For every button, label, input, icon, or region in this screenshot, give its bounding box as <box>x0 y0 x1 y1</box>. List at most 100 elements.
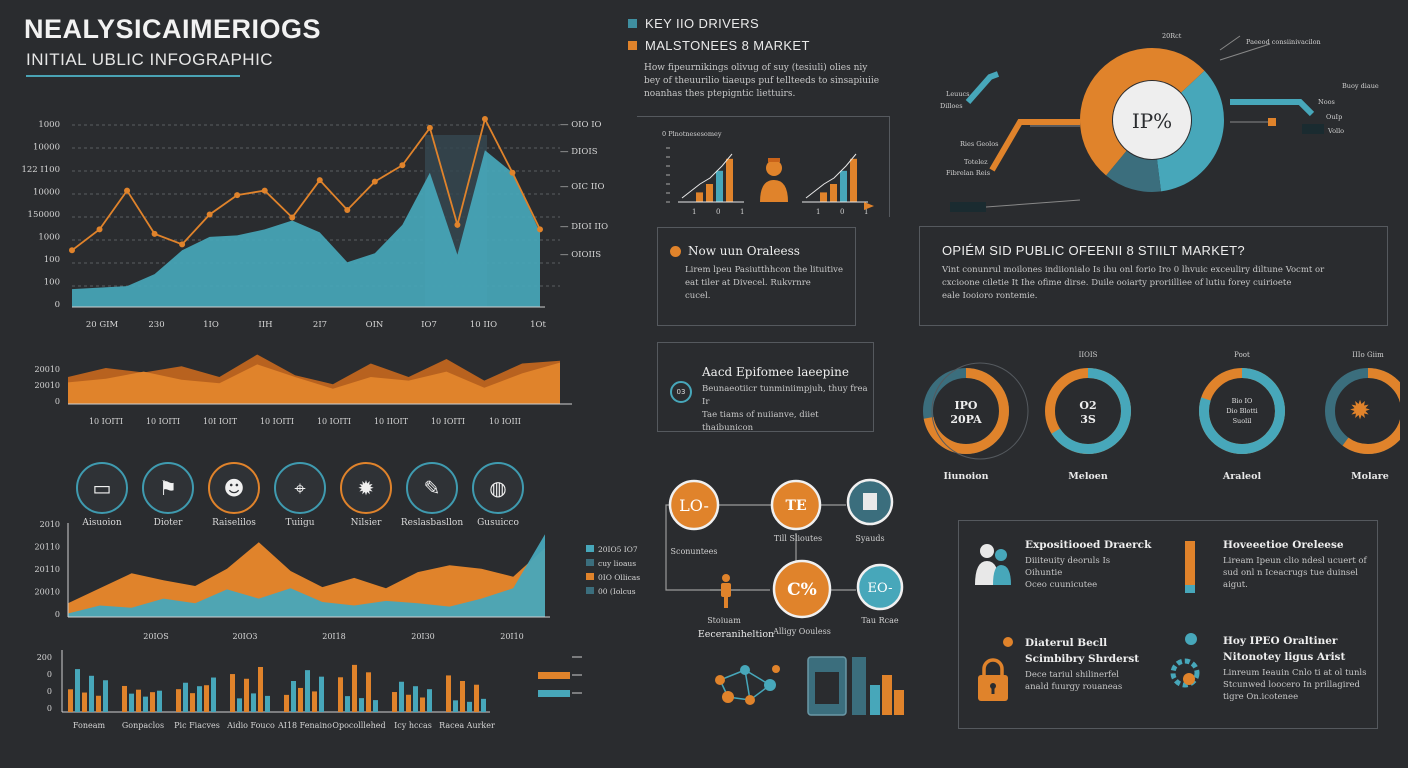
legend-swatch <box>586 587 594 594</box>
donut-label-right: Paeeod consiinivacilon <box>1246 38 1321 46</box>
x-category-label: Foneam <box>73 721 106 730</box>
info-box-1-title: Now uun Oraleess <box>688 244 800 258</box>
flow-node-label: C% <box>787 580 817 600</box>
bar <box>89 675 94 712</box>
small-donut-center: Suolil <box>1233 417 1252 425</box>
bar <box>230 674 235 712</box>
y-tick-label: 1000 <box>38 233 60 243</box>
donut-label-left: Ries Geolos <box>960 140 999 148</box>
bar <box>345 696 350 712</box>
chart-icon: ⚑ <box>142 462 194 514</box>
teal-area-series <box>68 534 545 617</box>
people-icon <box>973 541 1013 591</box>
person-head <box>766 160 782 176</box>
y-tick-label: 10000 <box>33 188 60 198</box>
network-illustration <box>715 656 904 716</box>
person-icon <box>760 158 788 202</box>
mini-bar <box>820 192 827 202</box>
feature-title: Diaterul Becll Scimbibry Shrderst <box>1025 637 1140 665</box>
y-tick-label: 100 <box>44 278 60 288</box>
mini-x-tick: 1 <box>816 208 820 216</box>
mini-bar <box>696 192 703 202</box>
y-tick-label: 0 <box>47 670 52 679</box>
y-tick-label: 0 <box>47 687 52 696</box>
x-category-label: Pic Fiacves <box>174 721 220 730</box>
text-line: eat tiler at Divecel. Rukvrnre <box>685 278 811 288</box>
connector-block <box>1302 124 1324 134</box>
text-line: sud onl n Iceacrugs tue duinsel <box>1223 568 1359 578</box>
y-tick-label: 1000 <box>38 120 60 130</box>
bar <box>481 698 486 712</box>
small-donut-label: Molare <box>1351 471 1389 482</box>
connector-line <box>985 199 1081 208</box>
feature-text: Linreum Ieauin Cnlo ti at ol tunls Stcun… <box>1223 667 1373 703</box>
orange-line-series <box>71 116 541 252</box>
small-donut-center: Dio Blotti <box>1226 407 1257 415</box>
text-line: cxcioone ciletie It Ihe ofime dirse. Dui… <box>942 278 1292 288</box>
small-donut-label: Araleol <box>1222 471 1262 482</box>
legend-bar <box>538 672 570 679</box>
person-icon: ☻ <box>208 462 260 514</box>
legend-swatch <box>628 19 637 28</box>
legend-label: 20IO5 IO7 <box>598 545 638 554</box>
globe-icon-glyph: ◍ <box>489 476 507 500</box>
flow-caption: Sconuntees <box>670 547 717 556</box>
connector-block <box>950 202 986 212</box>
small-donut-value <box>1199 368 1285 454</box>
bar <box>319 676 324 712</box>
feature-title: Hoy IPEO Oraltiner Nitonotey ligus Arist <box>1223 635 1346 663</box>
dot-icon <box>670 245 681 257</box>
small-donut-value <box>1045 368 1131 454</box>
data-point <box>399 162 406 169</box>
donut-label-left: Totelez <box>964 158 988 166</box>
data-point <box>481 115 488 122</box>
bar <box>366 672 371 712</box>
dot-icon <box>1003 637 1013 647</box>
small-donut-center: IPO <box>955 399 978 412</box>
text-line: Liream Ipeun clio ndesl ucuert of <box>1223 556 1367 566</box>
x-tick-label: 20I18 <box>322 632 346 641</box>
donut-slice <box>1106 150 1162 192</box>
document-icon <box>863 493 877 510</box>
bar <box>204 685 209 712</box>
bar <box>352 664 357 712</box>
bar <box>413 686 418 712</box>
feature-title: Expositiooed Draerck <box>1025 539 1152 551</box>
x-tick-label: IIH <box>258 320 272 330</box>
x-tick-label: 2I7 <box>313 320 327 330</box>
icon-label: Nilsier <box>350 518 382 528</box>
flow-caption: Stoiuam <box>707 616 741 625</box>
legend-item: MALSTONEES 8 MARKET <box>628 38 810 53</box>
mini-bar <box>830 184 837 202</box>
x-tick-label: 10 IOITI <box>260 417 294 426</box>
gear-icon: ✹ <box>340 462 392 514</box>
small-donut-top-label: IIIo Giim <box>1352 351 1384 359</box>
bottom-area-chart: 2010 20110 20110 20010 0 20IOS 20IO3 20I18 20I30… <box>35 520 641 641</box>
y-tick-label: 0 <box>55 300 60 310</box>
data-point <box>206 211 213 218</box>
flow-node-label: EO- <box>867 581 892 596</box>
gear-icon-glyph: ✹ <box>357 476 375 500</box>
data-point <box>537 226 543 233</box>
main-donut-chart: IP% Leuucs Dilloes Ries Geolos Totelez Fibrel… <box>940 32 1379 212</box>
small-donut-center: O2 <box>1079 399 1096 412</box>
feature-text: Liream Ipeun clio ndesl ucuert of sud on… <box>1223 555 1373 591</box>
info-box-2-text: Beunaeotiicr tunminiimpjuh, thuy frea Ir… <box>702 383 872 435</box>
x-tick-label: 20IOS <box>143 632 168 641</box>
band-area-chart: 20010 20010 0 10 IOITI 10 IOITI 10I IOIT 10 IO… <box>35 354 572 426</box>
location-pin-icon: ⌖ <box>274 462 326 514</box>
icon-label: Tuiigu <box>285 518 315 528</box>
legend-label: 0IO Ollicas <box>598 573 640 582</box>
legend-label: KEY IIO DRIVERS <box>645 16 760 31</box>
bottom-bar-chart: 200 0 0 0 Foneam Gonpaclos Pic Fiacves Aidio Fo… <box>37 650 582 730</box>
right-annotation: — OIOIIS <box>560 250 601 260</box>
flow-node <box>770 479 822 531</box>
icon-label: Raiselilos <box>212 518 256 528</box>
data-point <box>261 187 268 194</box>
data-point <box>96 226 103 233</box>
legend-label: MALSTONEES 8 MARKET <box>645 38 810 53</box>
text-line: cucel. <box>685 291 711 301</box>
features-panel: Expositiooed Draerck Diiiteuity deoruls … <box>958 520 1378 729</box>
person-icon <box>721 574 731 608</box>
